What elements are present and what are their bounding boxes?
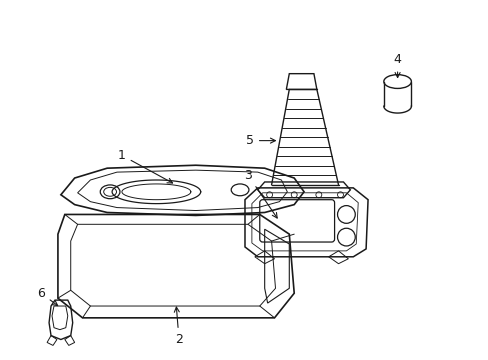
Text: 1: 1 xyxy=(118,149,172,183)
Text: 2: 2 xyxy=(174,307,183,346)
Text: 5: 5 xyxy=(245,134,275,147)
Text: 3: 3 xyxy=(244,168,277,218)
Text: 6: 6 xyxy=(37,287,58,306)
Text: 4: 4 xyxy=(393,53,401,77)
